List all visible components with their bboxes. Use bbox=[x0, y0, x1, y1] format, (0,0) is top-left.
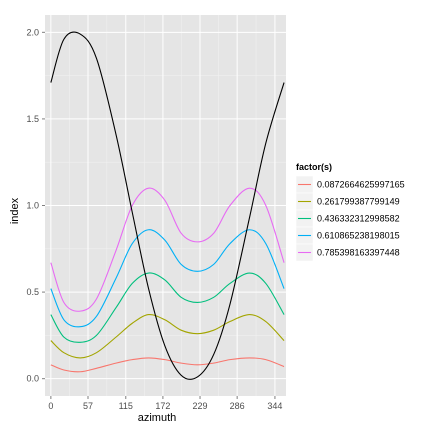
x-axis: 0 57 115 172 229 286 344 bbox=[48, 396, 282, 411]
x-tick-label: 0 bbox=[48, 401, 53, 411]
x-tick-label: 344 bbox=[267, 401, 282, 411]
legend: factor(s) 0.0872664625997165 0.2617993877… bbox=[295, 162, 405, 262]
y-axis-title: index bbox=[9, 197, 21, 224]
x-tick-label: 57 bbox=[83, 401, 93, 411]
legend-label: 0.610865238198015 bbox=[317, 231, 400, 241]
legend-title: factor(s) bbox=[296, 162, 332, 172]
x-tick-label: 229 bbox=[193, 401, 208, 411]
legend-label: 0.261799387799149 bbox=[317, 197, 400, 207]
legend-label: 0.436332312998582 bbox=[317, 214, 400, 224]
x-tick-label: 115 bbox=[119, 401, 133, 411]
y-tick-label: 0.0 bbox=[26, 374, 39, 384]
grid-major bbox=[45, 15, 286, 396]
x-tick-label: 172 bbox=[155, 401, 170, 411]
y-tick-label: 1.0 bbox=[26, 201, 39, 211]
x-tick-label: 286 bbox=[230, 401, 245, 411]
y-tick-label: 2.0 bbox=[26, 27, 39, 37]
series-line-2 bbox=[50, 314, 285, 359]
series-lines bbox=[50, 31, 285, 380]
x-axis-title: azimuth bbox=[138, 412, 177, 424]
series-line-1 bbox=[50, 357, 285, 373]
y-tick-label: 0.5 bbox=[26, 287, 39, 297]
series-line-black bbox=[50, 31, 285, 380]
series-line-3 bbox=[50, 272, 285, 343]
y-axis: 0.0 0.5 1.0 1.5 2.0 bbox=[26, 27, 45, 384]
series-line-4 bbox=[50, 229, 285, 328]
legend-label: 0.0872664625997165 bbox=[317, 180, 405, 190]
series-line-5 bbox=[50, 187, 285, 312]
legend-label: 0.785398163397448 bbox=[317, 248, 400, 258]
y-tick-label: 1.5 bbox=[26, 114, 39, 124]
